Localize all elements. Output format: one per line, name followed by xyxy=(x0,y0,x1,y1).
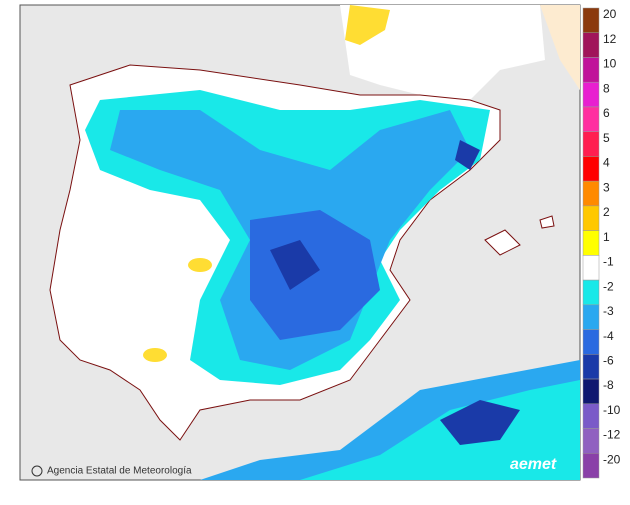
anomaly-patch xyxy=(270,240,320,290)
legend-swatch xyxy=(582,156,600,182)
legend-label: 20 xyxy=(603,7,617,21)
balearic-islands xyxy=(539,215,555,229)
legend-label: 12 xyxy=(603,32,617,46)
legend-label: -20 xyxy=(603,452,621,466)
legend-swatch xyxy=(582,354,600,380)
legend-label: -10 xyxy=(603,403,621,417)
legend-label: 5 xyxy=(603,131,610,145)
legend-label: -12 xyxy=(603,428,621,442)
logo: aemet xyxy=(510,456,557,473)
france-land xyxy=(340,5,545,100)
legend-swatch xyxy=(582,403,600,429)
balearic-islands xyxy=(484,229,521,256)
legend-swatch xyxy=(582,230,600,256)
legend-swatch xyxy=(582,180,600,207)
legend-swatch xyxy=(582,329,600,355)
legend-label: -8 xyxy=(603,378,614,392)
legend-label: 4 xyxy=(603,156,610,170)
legend-swatch xyxy=(582,255,600,281)
legend-swatch xyxy=(582,81,600,108)
anomaly-patch xyxy=(188,258,212,272)
legend-label: 8 xyxy=(603,81,610,95)
legend-label: 2 xyxy=(603,205,610,219)
legend-swatch xyxy=(582,453,600,479)
legend-swatch xyxy=(582,205,600,231)
france-land xyxy=(540,5,580,90)
legend-swatch xyxy=(582,106,600,132)
legend-swatch xyxy=(582,131,600,157)
anomaly-patch xyxy=(143,348,167,362)
anomaly-patch xyxy=(250,210,380,340)
map: Agencia Estatal de Meteorología aemet xyxy=(19,4,581,481)
legend-label: 1 xyxy=(603,230,610,244)
legend-label: -6 xyxy=(603,353,614,367)
copyright-icon xyxy=(31,465,43,477)
anomaly-patch xyxy=(440,400,520,445)
legend-label: -2 xyxy=(603,279,614,293)
anomaly-patch xyxy=(300,380,580,480)
legend-swatch xyxy=(582,279,600,306)
legend-swatch xyxy=(582,57,600,83)
anomaly-patch xyxy=(455,140,480,170)
legend-swatch xyxy=(582,7,600,33)
credit: Agencia Estatal de Meteorología xyxy=(47,466,192,477)
legend-swatch xyxy=(582,378,600,405)
legend-swatch xyxy=(582,428,600,454)
legend-swatch xyxy=(582,32,600,58)
legend-label: -4 xyxy=(603,329,614,343)
anomaly-patch xyxy=(345,5,390,45)
legend-label: 10 xyxy=(603,57,617,71)
legend-swatch xyxy=(582,304,600,330)
legend-label: 6 xyxy=(603,106,610,120)
legend-label: 3 xyxy=(603,180,610,194)
legend: 20 12 10 8 6 5 4 3 2 1 -1 -2 -3 -4 -6 -8 -10 -12 -20 xyxy=(582,7,621,479)
legend-label: -3 xyxy=(603,304,614,318)
legend-label: -1 xyxy=(603,255,614,269)
